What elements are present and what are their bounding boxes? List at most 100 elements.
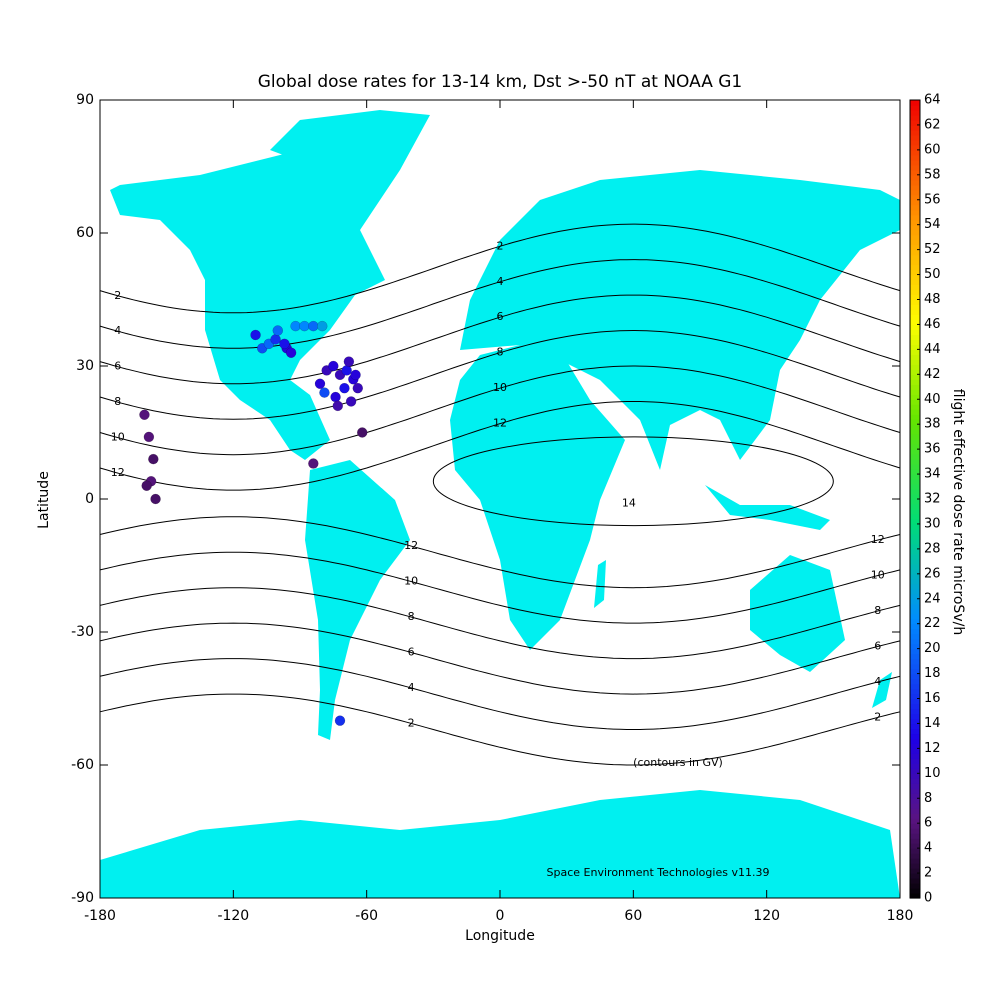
colorbar-segment: [910, 100, 920, 106]
colorbar-segment: [910, 528, 920, 535]
australia: [750, 555, 845, 672]
colorbar-segment: [910, 219, 920, 226]
flight-point: [356, 427, 368, 438]
contour-line: [99, 516, 901, 589]
contour-label: 12: [404, 539, 418, 552]
colorbar-segment: [910, 828, 920, 834]
contour-label: 12: [871, 533, 885, 546]
colorbar-segment: [910, 508, 920, 515]
colorbar-segment: [910, 893, 920, 899]
colorbar-segment: [910, 129, 920, 136]
x-tick-label: 60: [624, 908, 642, 924]
annotation: Space Environment Technologies v11.39: [547, 866, 770, 879]
flight-point: [285, 347, 297, 358]
flight-point: [279, 338, 290, 350]
colorbar-tick-label: 50: [924, 267, 941, 282]
colorbar-segment: [910, 548, 920, 555]
colorbar-segment: [910, 139, 920, 146]
colorbar-tick-label: 40: [924, 392, 941, 407]
contour-line: [99, 365, 901, 456]
colorbar-segment: [910, 224, 920, 231]
y-tick-label: 90: [76, 92, 94, 108]
contour-label: 2: [497, 239, 504, 252]
colorbar-tick-label: 60: [924, 142, 941, 157]
colorbar-segment: [910, 653, 920, 660]
contour-label: 4: [408, 681, 415, 694]
contour-line: [99, 223, 901, 314]
colorbar-segment: [910, 553, 920, 560]
flight-point: [150, 493, 161, 505]
contour-label: 12: [111, 466, 125, 479]
colorbar-segment: [910, 499, 920, 505]
x-tick-label: 120: [753, 908, 780, 924]
y-tick-label: -90: [71, 890, 94, 906]
colorbar-segment: [910, 778, 920, 784]
contour-line: [99, 622, 901, 695]
colorbar-segment: [910, 813, 920, 819]
colorbar-segment: [910, 783, 920, 789]
colorbar-segment: [910, 588, 920, 595]
flight-point: [148, 453, 159, 465]
land: [100, 110, 900, 898]
colorbar-segment: [910, 399, 920, 405]
colorbar-segment: [910, 299, 920, 306]
colorbar-segment: [910, 264, 920, 271]
colorbar-tick-label: 14: [924, 716, 941, 731]
colorbar-tick-label: 56: [924, 192, 941, 207]
colorbar-segment: [910, 244, 920, 251]
colorbar-segment: [910, 803, 920, 809]
colorbar-tick-label: 38: [924, 417, 941, 432]
colorbar-segment: [910, 643, 920, 650]
colorbar-segment: [910, 683, 920, 690]
colorbar-segment: [910, 484, 920, 490]
contour-label: 8: [114, 395, 121, 408]
colorbar-segment: [910, 533, 920, 540]
contour-label: 6: [408, 645, 415, 658]
contour-label: 6: [874, 639, 881, 652]
colorbar-segment: [910, 114, 920, 121]
contour-label: 10: [404, 575, 418, 588]
colorbar-segment: [910, 429, 920, 435]
colorbar-segment: [910, 104, 920, 111]
colorbar-segment: [910, 708, 920, 715]
colorbar-segment: [910, 339, 920, 345]
colorbar-segment: [910, 688, 920, 695]
colorbar-segment: [910, 733, 920, 739]
colorbar-segment: [910, 394, 920, 400]
colorbar-segment: [910, 613, 920, 620]
contour-line: [99, 259, 901, 349]
colorbar-tick-label: 20: [924, 641, 941, 656]
colorbar-segment: [910, 194, 920, 201]
colorbar-segment: [910, 474, 920, 480]
colorbar-tick-label: 0: [924, 891, 932, 906]
north-america: [110, 150, 385, 460]
colorbar-segment: [910, 294, 920, 301]
colorbar-segment: [910, 489, 920, 495]
colorbar-label: flight effective dose rate microSv/h: [950, 389, 966, 635]
colorbar-segment: [910, 469, 920, 475]
colorbar-segment: [910, 124, 920, 131]
colorbar-tick-label: 6: [924, 816, 932, 831]
colorbar-tick-label: 44: [924, 342, 941, 357]
colorbar-segment: [910, 359, 920, 365]
colorbar-segment: [910, 229, 920, 236]
colorbar-segment: [910, 384, 920, 390]
contours: 2 2 2 2 4 4 4 4 6 6 6 6 8 8 8 8 10 10 10 10 12 12 12 12 14: [99, 223, 901, 766]
colorbar-segment: [910, 459, 920, 465]
colorbar-segment: [910, 858, 920, 864]
flight-point: [308, 458, 319, 469]
colorbar-segment: [910, 663, 920, 670]
colorbar-segment: [910, 798, 920, 804]
colorbar-segment: [910, 269, 920, 276]
colorbar-segment: [910, 424, 920, 430]
contour-label: 6: [497, 310, 504, 323]
colorbar-segment: [910, 189, 920, 196]
contour-line: [99, 693, 901, 766]
colorbar-segment: [910, 314, 920, 321]
contour-label: 4: [114, 324, 121, 337]
flight-point: [299, 320, 310, 332]
colorbar-segment: [910, 623, 920, 630]
colorbar-segment: [910, 538, 920, 545]
colorbar-segment: [910, 593, 920, 600]
